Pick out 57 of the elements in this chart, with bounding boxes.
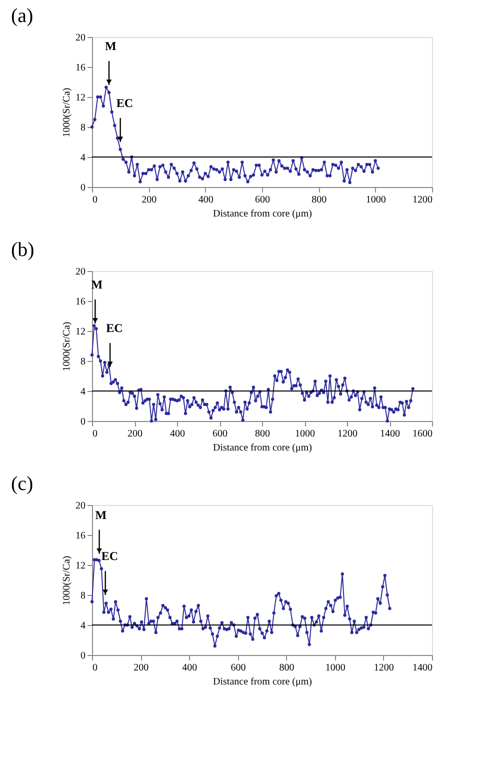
- x-tick-label: 200: [142, 194, 157, 206]
- y-axis-title: 1000(Sr/Ca): [62, 556, 72, 606]
- y-tick-label: 20: [76, 32, 86, 44]
- y-tick-label: 4: [80, 620, 86, 632]
- x-tick-label: 600: [255, 194, 270, 206]
- x-tick-label: 400: [170, 428, 185, 440]
- x-tick-label: 800: [279, 662, 294, 674]
- y-tick-label: 8: [80, 590, 86, 602]
- y-axis-title: 1000(Sr/Ca): [62, 88, 72, 138]
- y-tick-label: 16: [76, 62, 86, 74]
- annotation: M: [105, 39, 116, 53]
- y-tick-label: 12: [76, 92, 86, 104]
- x-tick-label: 1000: [295, 428, 315, 440]
- chart-title: (c): [11, 473, 34, 495]
- x-tick-label: 1200: [374, 662, 394, 674]
- y-tick-label: 20: [76, 266, 86, 278]
- y-tick-label: 12: [76, 326, 86, 338]
- y-tick-label: 8: [80, 122, 86, 134]
- chart-title: (a): [11, 5, 34, 27]
- x-tick-label: 600: [230, 662, 246, 674]
- x-tick-label: 800: [312, 194, 327, 206]
- y-tick-label: 4: [80, 386, 86, 398]
- y-axis-title: 1000(Sr/Ca): [62, 322, 72, 372]
- x-tick-label: 200: [128, 428, 142, 440]
- y-tick-label: 20: [76, 500, 86, 512]
- chart-title: (b): [11, 239, 34, 261]
- annotation: EC: [106, 321, 123, 335]
- x-axis-title: Distance from core (μm): [213, 442, 312, 454]
- y-tick-label: 0: [80, 650, 86, 662]
- x-tick-label: 1400: [380, 428, 400, 440]
- annotation: M: [95, 508, 107, 522]
- x-tick-label: 1000: [366, 194, 386, 206]
- x-tick-label: 400: [198, 194, 214, 206]
- x-axis-title: Distance from core (μm): [213, 676, 312, 688]
- x-tick-label: 600: [212, 428, 228, 440]
- annotation: M: [91, 278, 103, 292]
- x-tick-label: 1200: [412, 194, 432, 206]
- annotation: EC: [101, 549, 118, 563]
- x-tick-label: 400: [182, 662, 198, 674]
- y-tick-label: 0: [80, 416, 86, 428]
- x-axis-title: Distance from core (μm): [213, 208, 312, 220]
- y-tick-label: 16: [76, 530, 86, 542]
- y-tick-label: 0: [80, 182, 86, 194]
- y-tick-label: 16: [76, 296, 86, 308]
- x-tick-label: 1600: [412, 428, 432, 440]
- annotation: EC: [116, 96, 134, 110]
- x-tick-label: 200: [134, 662, 149, 674]
- x-tick-label: 1000: [325, 662, 346, 674]
- x-tick-label: 0: [92, 662, 98, 674]
- y-tick-label: 12: [76, 560, 86, 572]
- x-tick-label: 800: [255, 428, 270, 440]
- x-tick-label: 1200: [338, 428, 358, 440]
- x-tick-label: 0: [92, 194, 98, 206]
- x-tick-label: 1400: [412, 662, 432, 674]
- y-tick-label: 8: [80, 356, 86, 368]
- y-tick-label: 4: [80, 152, 86, 164]
- x-tick-label: 0: [92, 428, 98, 440]
